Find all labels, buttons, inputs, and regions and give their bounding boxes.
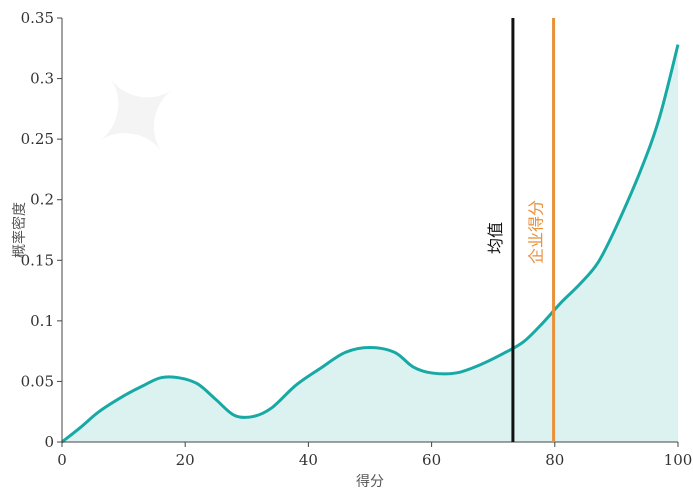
svg-text:✦: ✦: [57, 32, 219, 204]
y-tick-label: 0.05: [21, 372, 54, 390]
y-ticks: 0 0.05 0.1 0.15 0.2 0.25 0.3 0.35: [21, 9, 62, 451]
y-tick-label: 0.2: [30, 191, 54, 209]
x-tick-label: 0: [57, 451, 67, 469]
watermark: ✦: [57, 32, 219, 204]
x-tick-label: 20: [176, 451, 195, 469]
x-axis-title: 得分: [356, 473, 384, 490]
x-tick-label: 100: [664, 451, 693, 469]
x-ticks: 0 20 40 60 80 100: [57, 442, 692, 469]
x-tick-label: 80: [545, 451, 564, 469]
vline-label: 企业得分: [527, 200, 546, 264]
y-tick-label: 0.35: [21, 9, 54, 27]
x-tick-label: 60: [422, 451, 441, 469]
y-tick-label: 0.15: [21, 251, 54, 269]
y-tick-label: 0.1: [30, 312, 54, 330]
axes: [61, 18, 678, 443]
y-tick-label: 0.3: [30, 70, 54, 88]
density-curve-line: [61, 44, 680, 444]
reference-lines: 均值 企业得分: [486, 18, 556, 442]
y-axis-title: 概率密度: [11, 202, 28, 258]
y-tick-label: 0: [44, 433, 54, 451]
vline-label: 均值: [486, 222, 505, 254]
y-tick-label: 0.25: [21, 130, 54, 148]
x-tick-label: 40: [299, 451, 318, 469]
plot-area: [61, 44, 680, 444]
